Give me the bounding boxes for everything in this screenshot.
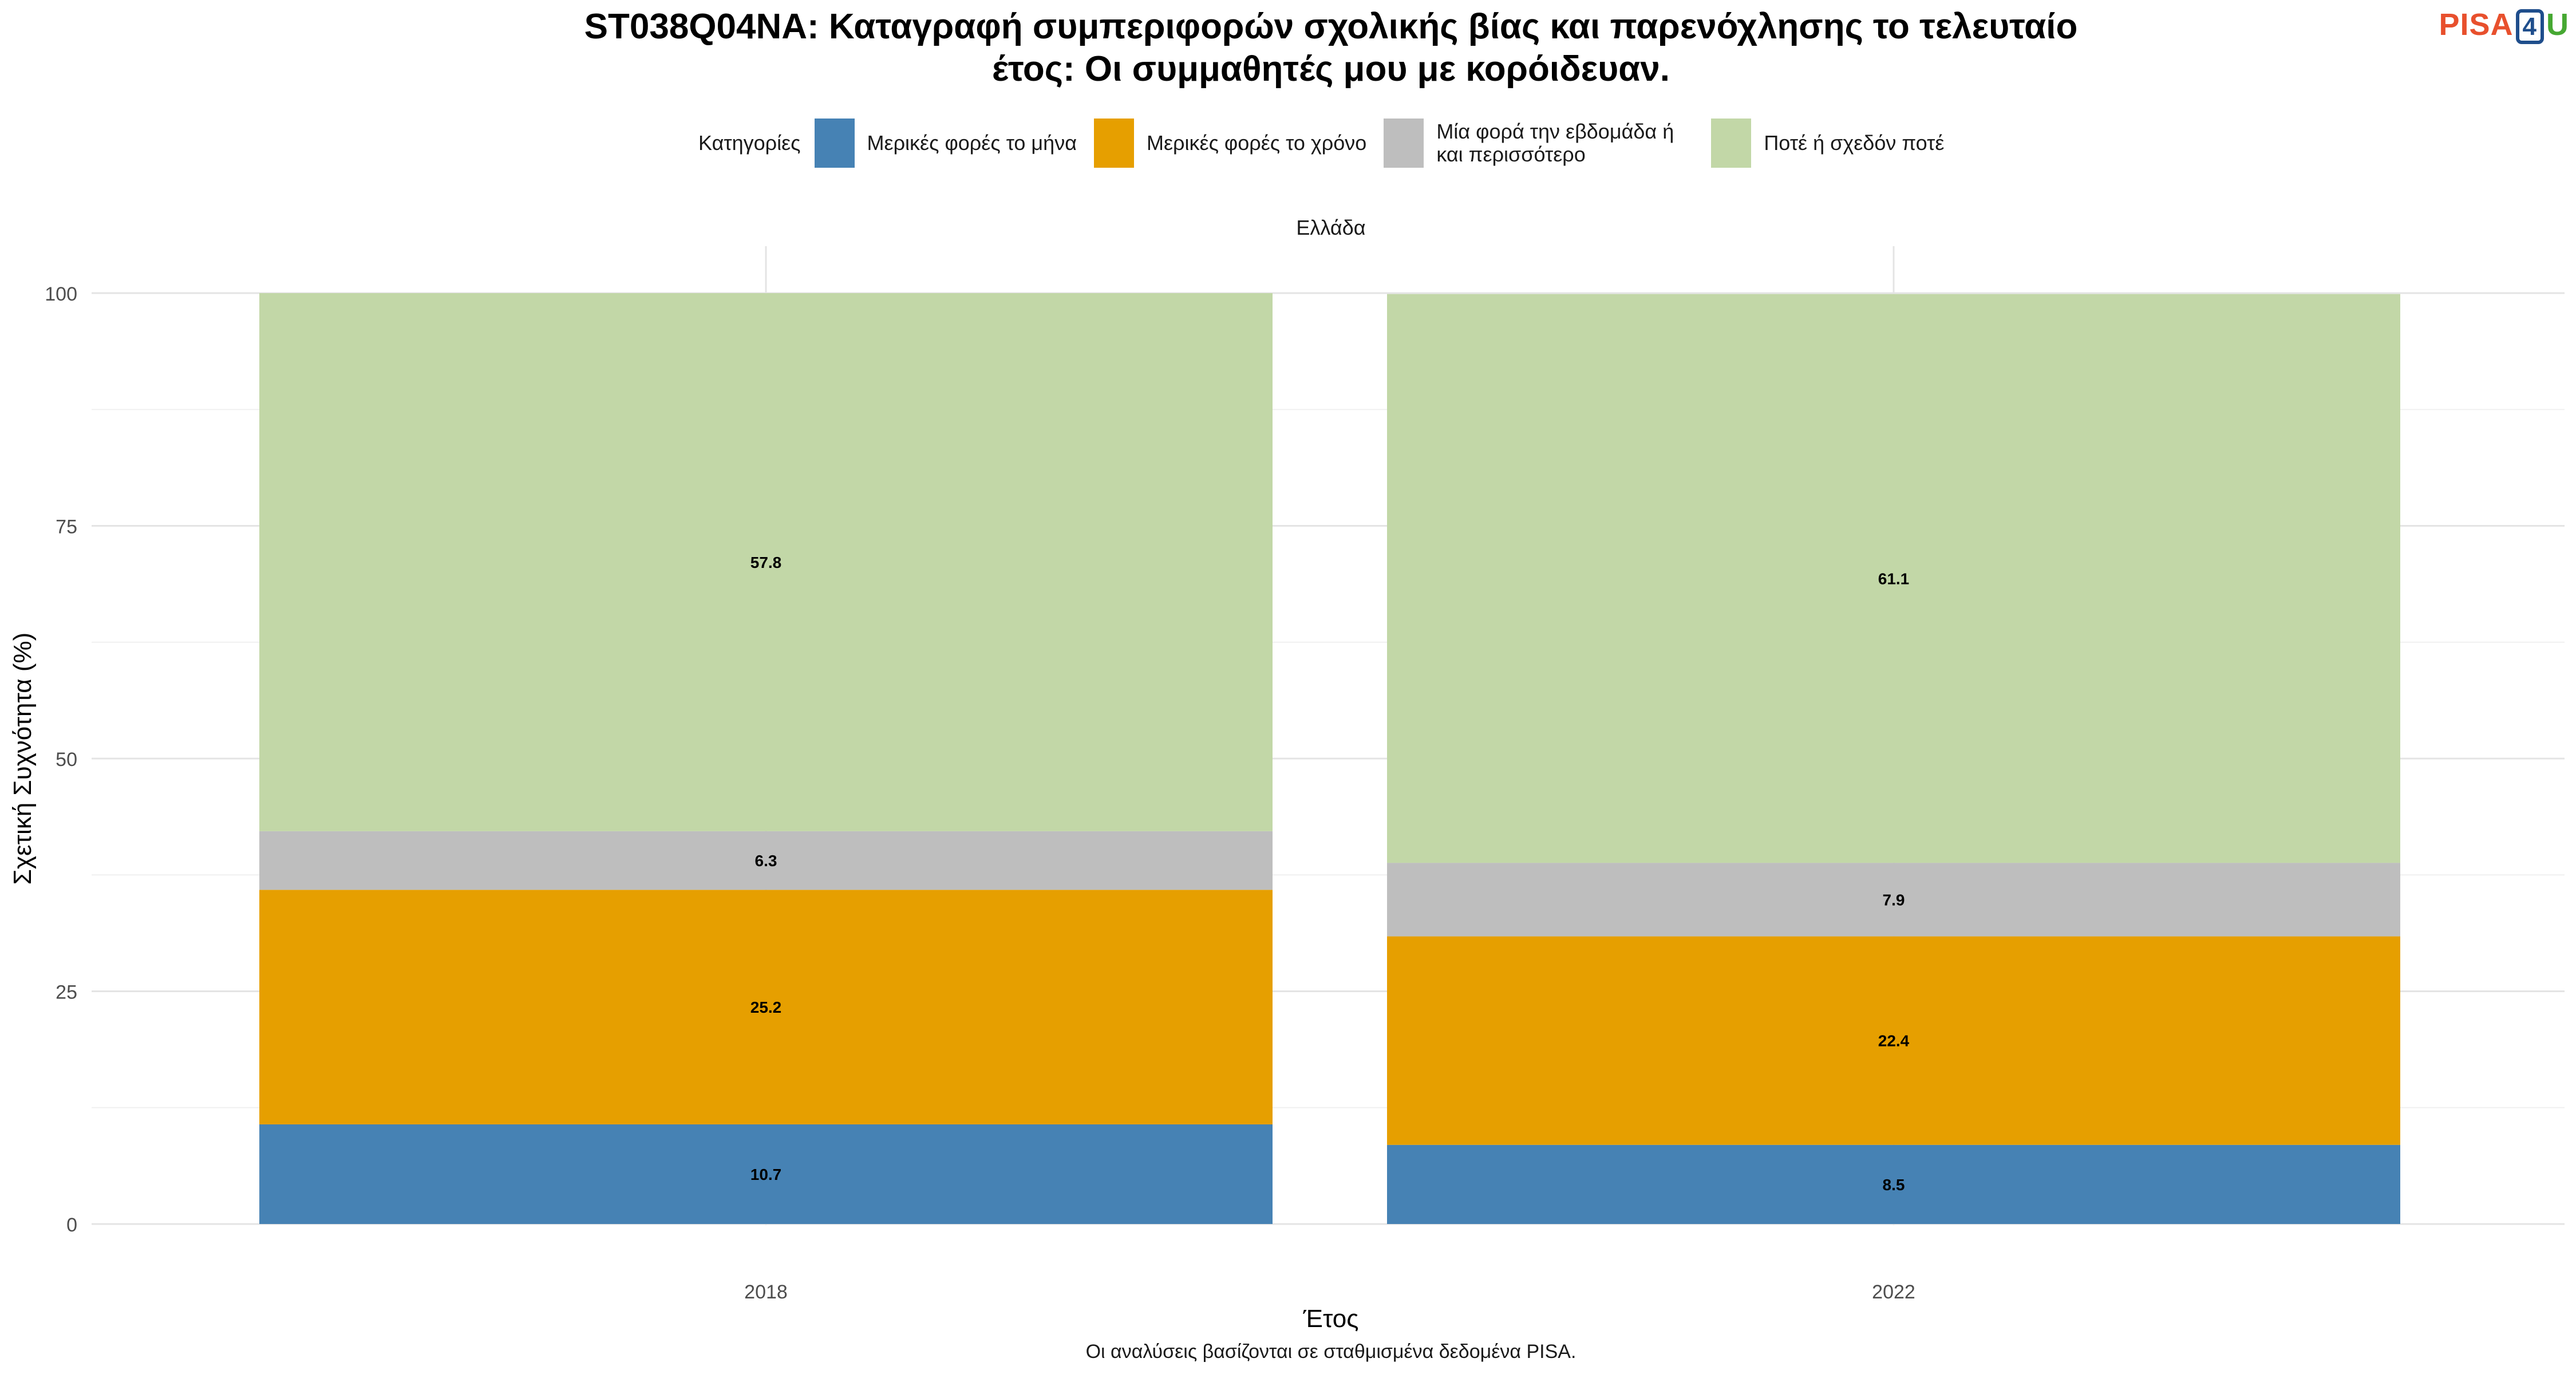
legend-label-never: Ποτέ ή σχεδόν ποτέ — [1764, 131, 1945, 155]
legend-title: Κατηγορίες — [698, 131, 801, 155]
bars-layer — [259, 293, 2400, 1224]
legend-label-yearly: Μερικές φορές το χρόνο — [1147, 131, 1367, 155]
caption: Οι αναλύσεις βασίζονται σε σταθμισμένα δ… — [1086, 1341, 1577, 1363]
bar-segment-2022-0 — [1387, 1144, 2400, 1224]
y-tick-label: 100 — [45, 283, 77, 305]
data-labels-layer: 10.7 25.2 6.3 57.8 8.5 22.4 7.9 61.1 — [750, 554, 1910, 1194]
bar-segment-2018-2 — [259, 831, 1273, 890]
chart-title-line-1: ST038Q04NA: Καταγραφή συμπεριφορών σχολι… — [584, 7, 2078, 46]
legend-item-never: Ποτέ ή σχεδόν ποτέ — [1711, 119, 1944, 168]
y-tick-label: 75 — [56, 516, 77, 538]
legend-swatch-yearly — [1094, 119, 1134, 168]
pisa4u-logo: PISA 4 U — [2439, 7, 2569, 44]
axis-layer: 0 25 50 75 100 2018 2022 — [45, 283, 1915, 1303]
data-label-2018-2: 6.3 — [755, 852, 777, 870]
bar-segment-2022-3 — [1387, 294, 2400, 863]
y-tick-label: 50 — [56, 749, 77, 771]
bar-segment-2018-3 — [259, 293, 1273, 831]
chart-title-line-2: έτος: Οι συμμαθητές μου με κορόιδευαν. — [991, 49, 1670, 89]
data-label-2018-3: 57.8 — [750, 554, 782, 571]
x-tick-label: 2018 — [744, 1281, 788, 1303]
bar-segment-2022-2 — [1387, 863, 2400, 937]
legend-swatch-monthly — [814, 119, 855, 168]
logo-u: U — [2546, 7, 2569, 42]
legend-swatch-never — [1711, 119, 1752, 168]
facet-label: Ελλάδα — [1296, 216, 1365, 239]
bar-segment-2018-0 — [259, 1124, 1273, 1224]
legend: Κατηγορίες Μερικές φορές το μήνα Μερικές… — [698, 117, 1961, 169]
x-tick-label: 2022 — [1872, 1281, 1915, 1303]
data-label-2022-1: 22.4 — [1878, 1032, 1910, 1050]
y-axis-title: Σχετική Συχνότητα (%) — [9, 633, 37, 885]
data-label-2022-3: 61.1 — [1878, 570, 1910, 587]
data-label-2018-1: 25.2 — [750, 998, 782, 1016]
legend-item-monthly: Μερικές φορές το μήνα — [814, 119, 1077, 168]
y-tick-label: 0 — [66, 1214, 77, 1236]
data-label-2022-2: 7.9 — [1883, 891, 1905, 909]
bar-segment-2022-1 — [1387, 936, 2400, 1145]
y-tick-label: 25 — [56, 982, 77, 1004]
chart-title: ST038Q04NA: Καταγραφή συμπεριφορών σχολι… — [0, 6, 2576, 91]
legend-item-weekly: Μία φορά την εβδομάδα ή και περισσότερο — [1384, 119, 1694, 168]
x-axis-title: Έτος — [1303, 1305, 1359, 1333]
logo-four: 4 — [2515, 9, 2544, 44]
legend-label-weekly: Μία φορά την εβδομάδα ή και περισσότερο — [1436, 120, 1674, 166]
legend-label-monthly: Μερικές φορές το μήνα — [867, 131, 1077, 155]
bar-segment-2018-1 — [259, 890, 1273, 1125]
logo-pisa: PISA — [2439, 7, 2514, 42]
legend-item-yearly: Μερικές φορές το χρόνο — [1094, 119, 1366, 168]
legend-swatch-weekly — [1384, 119, 1424, 168]
data-label-2022-0: 8.5 — [1883, 1176, 1905, 1194]
data-label-2018-0: 10.7 — [750, 1166, 782, 1183]
